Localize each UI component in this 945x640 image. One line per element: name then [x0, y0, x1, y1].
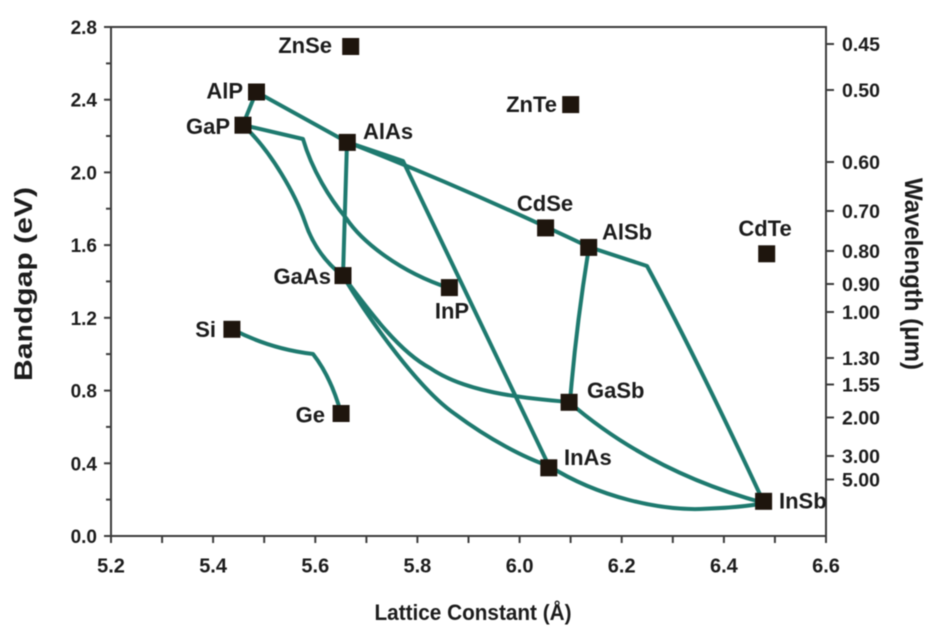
- svg-text:1.55: 1.55: [842, 375, 880, 397]
- svg-text:1.00: 1.00: [842, 302, 880, 324]
- svg-text:GaAs: GaAs: [274, 264, 331, 289]
- svg-text:GaSb: GaSb: [587, 378, 644, 403]
- svg-text:2.0: 2.0: [71, 163, 97, 184]
- svg-text:1.6: 1.6: [71, 236, 97, 257]
- svg-text:0.8: 0.8: [71, 382, 97, 403]
- svg-text:AlP: AlP: [206, 79, 243, 104]
- svg-text:0.70: 0.70: [842, 201, 880, 223]
- svg-text:Ge: Ge: [296, 403, 325, 428]
- svg-text:Lattice Constant (Å): Lattice Constant (Å): [375, 599, 572, 625]
- svg-text:GaP: GaP: [186, 114, 230, 139]
- svg-text:ZnTe: ZnTe: [506, 92, 557, 117]
- svg-text:6.4: 6.4: [710, 556, 739, 578]
- svg-text:0.80: 0.80: [842, 241, 880, 263]
- svg-text:0.0: 0.0: [71, 527, 97, 548]
- svg-text:0.90: 0.90: [842, 274, 880, 296]
- svg-text:6.0: 6.0: [506, 556, 534, 578]
- svg-text:0.60: 0.60: [842, 152, 880, 174]
- svg-text:5.2: 5.2: [97, 556, 125, 578]
- svg-text:5.4: 5.4: [199, 556, 228, 578]
- svg-text:InSb: InSb: [779, 489, 827, 514]
- svg-text:1.2: 1.2: [71, 309, 97, 330]
- svg-text:2.8: 2.8: [71, 18, 97, 39]
- svg-text:5.00: 5.00: [842, 470, 880, 492]
- svg-text:6.2: 6.2: [608, 556, 636, 578]
- svg-text:2.00: 2.00: [842, 408, 880, 430]
- svg-text:5.8: 5.8: [403, 556, 431, 578]
- svg-text:3.00: 3.00: [842, 446, 880, 468]
- svg-text:Si: Si: [195, 317, 216, 342]
- svg-text:CdSe: CdSe: [517, 191, 573, 216]
- svg-text:AlAs: AlAs: [363, 119, 413, 144]
- svg-text:2.4: 2.4: [71, 91, 98, 112]
- svg-text:0.50: 0.50: [842, 80, 880, 102]
- svg-text:InAs: InAs: [564, 445, 612, 470]
- svg-text:CdTe: CdTe: [738, 216, 791, 241]
- svg-text:Wavelength (μm): Wavelength (μm): [899, 178, 927, 370]
- svg-text:6.6: 6.6: [812, 556, 840, 578]
- svg-text:ZnSe: ZnSe: [278, 33, 332, 58]
- svg-text:0.45: 0.45: [842, 34, 880, 56]
- svg-text:1.30: 1.30: [842, 348, 880, 370]
- svg-text:5.6: 5.6: [301, 556, 329, 578]
- svg-text:Bandgap (eV): Bandgap (eV): [10, 187, 38, 381]
- svg-text:AlSb: AlSb: [602, 220, 652, 245]
- svg-text:InP: InP: [435, 299, 469, 324]
- svg-text:0.4: 0.4: [71, 454, 98, 475]
